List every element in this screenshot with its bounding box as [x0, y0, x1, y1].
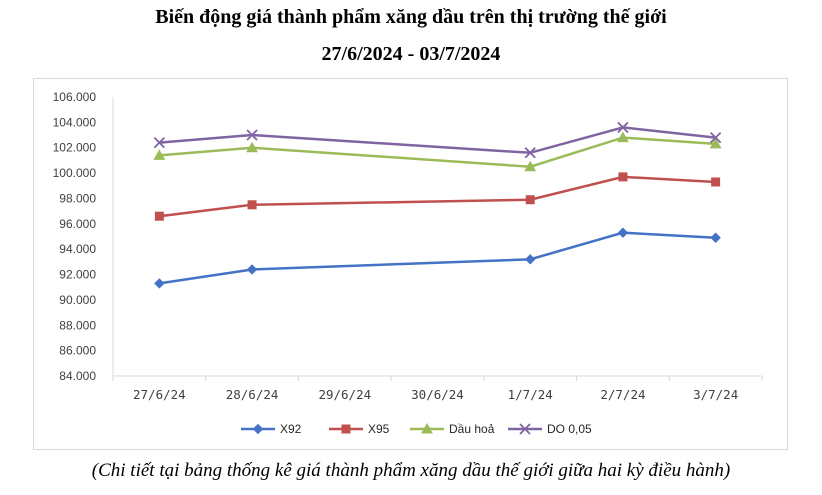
chart-area: 84.000 86.000 88.000 90.000 92.000 94.000 96.0…: [33, 78, 788, 450]
x-tick-label: 29/6/24: [318, 387, 371, 402]
y-tick-label: 86.000: [59, 344, 96, 358]
series-3-point: [709, 137, 722, 149]
y-tick-label: 106.000: [53, 90, 97, 104]
legend-label: X92: [280, 422, 302, 436]
series-2-point: [247, 200, 257, 210]
y-tick-label: 92.000: [59, 268, 96, 282]
y-tick-label: 90.000: [59, 293, 96, 307]
y-tick-label: 104.000: [53, 115, 97, 129]
series-1-line: [159, 231, 716, 285]
series-4-point: [246, 129, 258, 141]
x-tick-label: 3/7/24: [693, 387, 738, 402]
chart-subtitle: 27/6/2024 - 03/7/2024: [321, 43, 501, 65]
series-2-line: [159, 175, 716, 218]
chart-caption: (Chi tiết tại bảng thống kê giá thành ph…: [91, 460, 731, 481]
legend-marker: [341, 424, 351, 434]
y-tick-label: 94.000: [59, 242, 96, 256]
series-2-point: [711, 177, 721, 187]
x-tick-label: 30/6/24: [411, 387, 464, 402]
x-tick-label: 27/6/24: [133, 387, 186, 402]
series-1-point: [710, 232, 721, 243]
y-tick-label: 84.000: [59, 369, 96, 383]
series-1-point: [525, 254, 536, 265]
series-1-point: [617, 227, 629, 238]
y-tick-label: 88.000: [59, 318, 96, 332]
x-tick-label: 2/7/24: [600, 387, 645, 402]
series-4-point: [524, 147, 536, 159]
x-tick-label: 28/6/24: [226, 387, 279, 402]
x-tick-label: 1/7/24: [508, 387, 553, 402]
y-tick-label: 98.000: [59, 191, 96, 205]
legend-marker: [252, 423, 264, 435]
series-3-point: [153, 149, 166, 160]
chart-title: Biến động giá thành phẩm xăng dầu trên t…: [155, 6, 667, 28]
series-4-point: [153, 137, 165, 149]
y-tick-label: 102.000: [53, 141, 97, 155]
legend-marker: [421, 422, 433, 434]
legend-marker: [519, 423, 531, 435]
series-3-point: [246, 141, 258, 153]
series-4-point: [710, 131, 722, 144]
legend-label: Dầu hoả: [449, 422, 495, 436]
legend-label: X95: [368, 422, 390, 436]
series-4-point: [617, 121, 629, 134]
legend-label: DO 0,05: [547, 422, 592, 436]
series-3-line: [159, 136, 716, 169]
series-2-point: [618, 172, 628, 182]
y-tick-label: 100.000: [53, 166, 97, 180]
y-tick-label: 96.000: [59, 217, 96, 231]
series-1-point: [154, 278, 165, 289]
line-chart: 84.000 86.000 88.000 90.000 92.000 94.000 96.0…: [53, 90, 763, 436]
series-2-point: [154, 211, 164, 221]
series-3-point: [524, 160, 537, 172]
series-3-point: [617, 131, 629, 143]
series-1-point: [246, 264, 258, 275]
series-2-point: [525, 195, 535, 205]
